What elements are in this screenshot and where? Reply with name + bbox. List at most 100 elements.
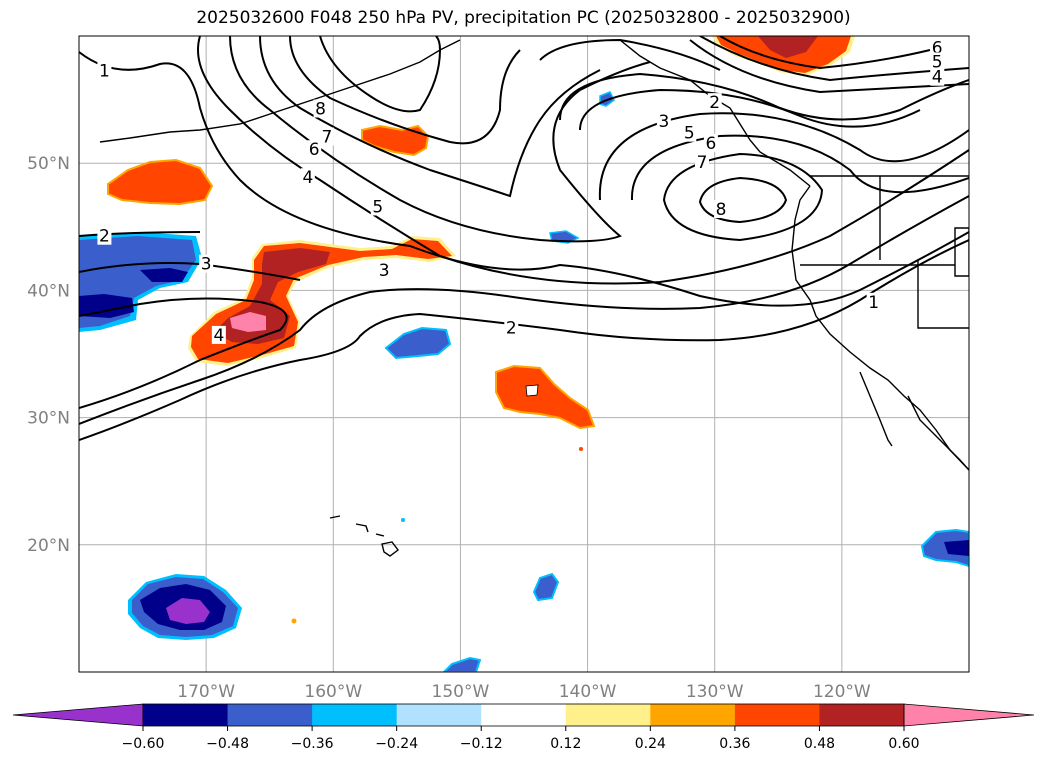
pv-label-gap — [307, 140, 322, 159]
baja-california — [859, 371, 893, 447]
colorbar-segment — [481, 704, 567, 726]
x-tick-label: 170°W — [177, 682, 235, 700]
precip-positive-blob — [107, 158, 214, 206]
colorbar-tick-label: −0.60 — [122, 736, 165, 752]
state-borders — [800, 176, 969, 329]
pv-contour-label: 4 — [213, 326, 224, 346]
precip-negative-blob — [920, 528, 969, 568]
x-tick-label: 160°W — [304, 682, 362, 700]
x-tick-label: 140°W — [559, 682, 617, 700]
colorbar-segments — [12, 703, 1035, 727]
pv-label-gap — [703, 133, 718, 152]
x-tick-label: 120°W — [813, 682, 871, 700]
aleutian-islands — [99, 39, 461, 143]
colorbar-tick-label: −0.48 — [206, 736, 249, 752]
colorbar-ticks: −0.60 −0.48 −0.36 −0.24 −0.12 0.12 0.24 0.36 0.4… — [122, 726, 920, 752]
colorbar-segment — [312, 704, 398, 726]
pv-contour-5-top — [699, 36, 969, 82]
pv-label-gap — [930, 67, 945, 86]
precip-negative-blob — [944, 540, 969, 556]
pv-contour-label: 7 — [322, 127, 333, 147]
pv-contour-label: 6 — [309, 140, 320, 160]
pv-contour-label: 8 — [315, 100, 326, 120]
colorbar-tick-label: 0.12 — [550, 736, 581, 752]
precip-pc-fills — [79, 36, 969, 672]
pv-contour-label: 5 — [932, 52, 943, 72]
pv-contour-5 — [598, 112, 969, 201]
pv-contour-label: 3 — [201, 255, 212, 275]
pv-contour-7 — [289, 36, 521, 145]
colorbar-segment — [143, 704, 229, 726]
colorbar-frame — [142, 703, 905, 727]
pv-contour-2 — [79, 239, 969, 441]
colorbar-tick-label: 0.24 — [635, 736, 666, 752]
y-tick-label: 30°N — [27, 409, 70, 429]
pv-label-gap — [930, 52, 945, 71]
pv-contour-3 — [79, 195, 969, 425]
pv-contour-2 — [79, 231, 201, 237]
pv-contour-label: 2 — [99, 227, 110, 247]
pv-label-gap — [199, 254, 214, 273]
colorbar-extend-low — [12, 703, 144, 727]
pv-label-gap — [695, 152, 709, 171]
precip-blank-hole — [525, 384, 539, 397]
pv-label-gap — [714, 199, 729, 218]
precip-negative-blob — [532, 572, 560, 602]
colorbar-segment — [650, 704, 736, 726]
map-frame — [78, 35, 970, 673]
pv-label-gap — [682, 123, 697, 142]
axis-labels: 170°W 160°W 150°W 140°W 130°W 120°W 50°N 40°N 30… — [27, 154, 871, 700]
colorbar-segment — [734, 704, 820, 726]
pv-label-gap — [707, 93, 722, 112]
precip-speck — [401, 518, 405, 522]
pv-contour-8-closed — [698, 176, 788, 224]
colorbar-tick-label: −0.12 — [460, 736, 503, 752]
x-tick-label: 130°W — [686, 682, 744, 700]
precip-negative-blob — [79, 294, 134, 318]
colorbar-segment — [396, 704, 482, 726]
pv-label-gap — [656, 112, 671, 131]
precip-negative-blob — [140, 268, 188, 282]
pv-contour-label: 8 — [716, 200, 727, 220]
pv-contour-4 — [79, 297, 288, 409]
chart-title: 2025032600 F048 250 hPa PV, precipitatio… — [196, 8, 851, 28]
precip-speck — [291, 618, 297, 624]
colorbar-segment — [227, 704, 313, 726]
pv-label-gap — [370, 197, 385, 216]
pv-contour-label: 3 — [379, 261, 390, 281]
pv-contour-8 — [319, 36, 442, 113]
pv-contour-label: 6 — [932, 38, 943, 58]
gulf-coast-mainland — [907, 395, 969, 471]
alaska-coast — [619, 39, 811, 187]
pv-contour-4-top — [689, 39, 969, 94]
pv-contour-label: 3 — [658, 112, 669, 132]
precip-speck — [579, 447, 583, 451]
precip-positive-blob — [230, 312, 266, 332]
pv-contour-label: 1 — [99, 61, 110, 81]
pv-label-gap — [319, 127, 334, 146]
pv-label-gap — [930, 38, 945, 57]
pv-label-gap — [377, 261, 392, 280]
precip-positive-blob — [495, 364, 596, 430]
colorbar-tick-label: 0.60 — [888, 736, 919, 752]
pv-contour-label: 5 — [684, 124, 695, 144]
pv-label-gap — [97, 226, 112, 245]
pv-contour-6-top — [719, 36, 931, 70]
precip-negative-blob — [442, 656, 482, 672]
pv-contour-label: 4 — [302, 168, 313, 188]
pv-contour-label: 6 — [705, 134, 716, 154]
pv-contour-6 — [259, 36, 601, 198]
colorbar-extend-high — [903, 703, 1035, 727]
pv-label-gap — [504, 318, 519, 337]
colorbar-tick-label: −0.36 — [291, 736, 334, 752]
pv-contour-4 — [579, 88, 921, 131]
north-america-west-coast — [791, 185, 969, 471]
pv-label-gap — [97, 61, 112, 80]
pv-label-gap — [866, 292, 881, 311]
colorbar-segment — [819, 704, 905, 726]
colorbar-tick-label: −0.24 — [375, 736, 418, 752]
precip-negative-blob — [166, 598, 210, 624]
pv-contour-6 — [630, 134, 969, 201]
